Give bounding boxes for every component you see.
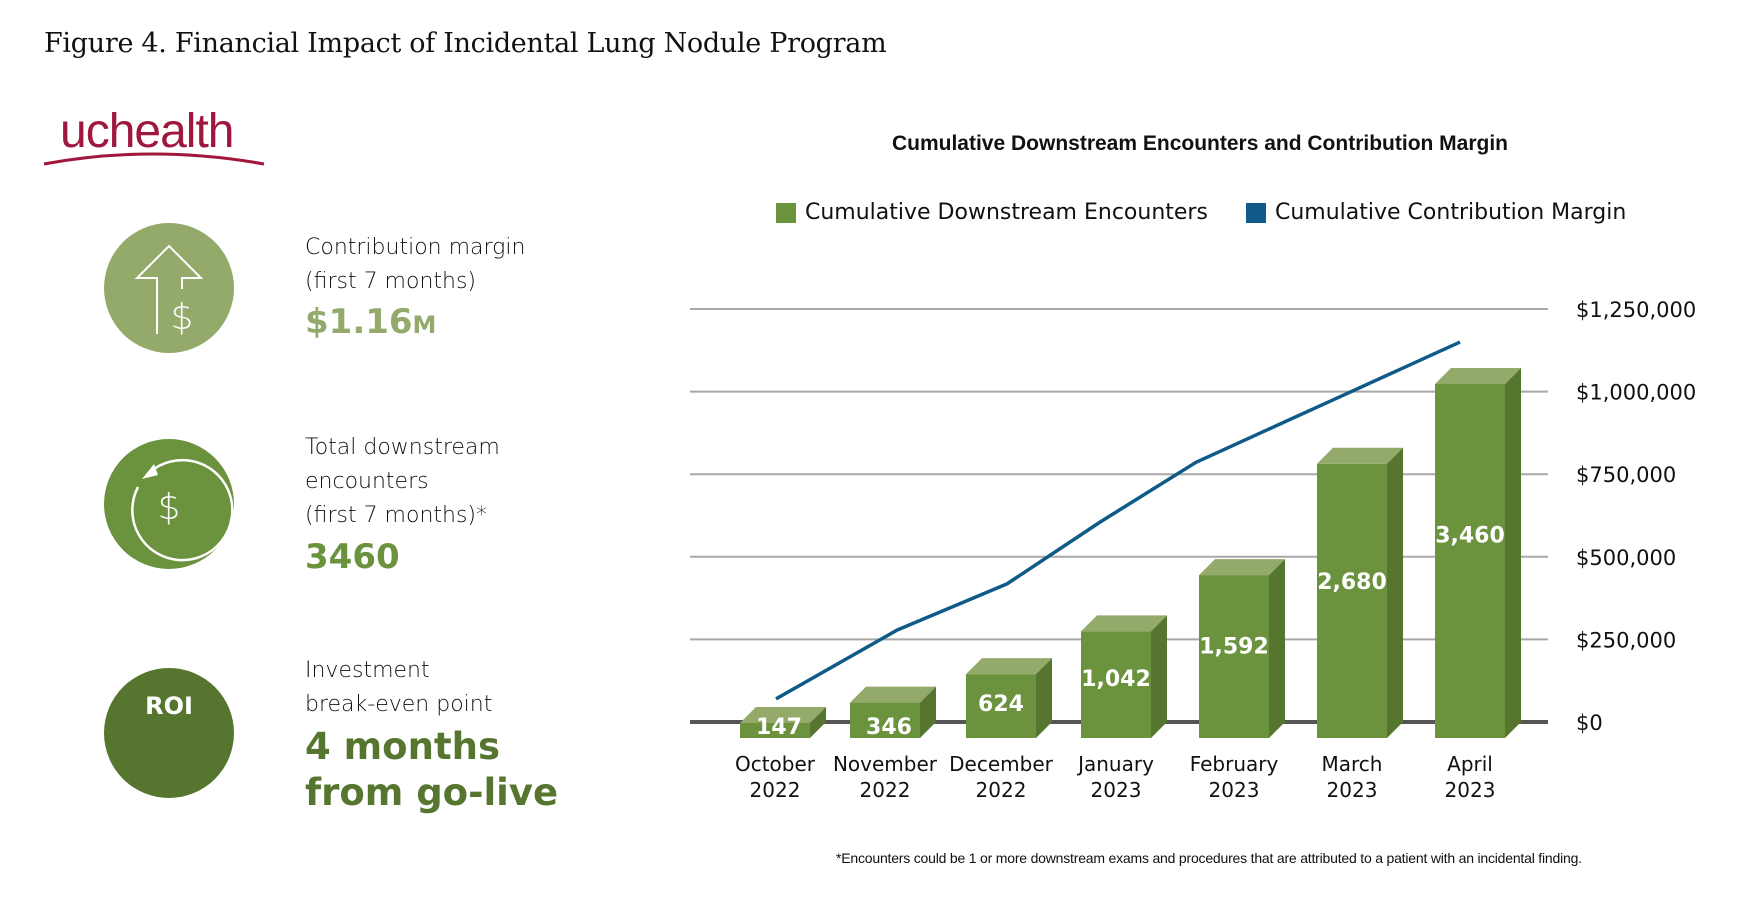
bar-side-face xyxy=(1505,368,1521,738)
x-tick-label-month: March xyxy=(1322,752,1383,776)
arrow-up-dollar-icon: $ xyxy=(104,223,234,353)
bar-value-label: 1,592 xyxy=(1199,635,1269,660)
bar-side-face xyxy=(1387,447,1403,738)
bar-top-face xyxy=(1199,559,1285,576)
bar xyxy=(1199,575,1269,738)
legend-swatch-margin xyxy=(1246,202,1266,223)
x-tick-label-year: 2023 xyxy=(1445,778,1496,802)
bar-value-label: 346 xyxy=(866,715,912,740)
bar-top-face xyxy=(1081,615,1167,632)
x-tick-label-month: December xyxy=(949,752,1053,776)
y-tick-label: $750,000 xyxy=(1576,463,1676,487)
svg-text:$: $ xyxy=(158,487,181,528)
bar-value-label: 1,042 xyxy=(1081,667,1151,692)
bar xyxy=(966,674,1036,738)
bar xyxy=(850,702,920,738)
bar-top-face xyxy=(966,658,1052,675)
bar-value-label: 147 xyxy=(756,715,802,740)
x-tick-label-month: February xyxy=(1190,752,1279,776)
x-tick-label-month: January xyxy=(1076,752,1154,776)
x-tick-label-year: 2022 xyxy=(860,778,911,802)
bar-side-face xyxy=(1036,658,1052,738)
x-tick-label-year: 2023 xyxy=(1209,778,1260,802)
bar-value-label: 624 xyxy=(978,692,1024,717)
circular-arrow-dollar-icon: $ xyxy=(104,439,234,569)
x-tick-label-year: 2023 xyxy=(1091,778,1142,802)
kpi-roi-value: 4 months from go-live xyxy=(305,725,559,814)
x-tick-label-month: April xyxy=(1447,752,1493,776)
kpi-contribution-value: $1.16M xyxy=(305,302,437,342)
y-tick-label: $0 xyxy=(1576,711,1603,735)
roi-badge: ROI xyxy=(104,668,234,798)
chart-title: Cumulative Downstream Encounters and Con… xyxy=(891,132,1509,155)
y-tick-label: $250,000 xyxy=(1576,628,1676,652)
y-tick-label: $1,250,000 xyxy=(1576,298,1696,322)
bar-side-face xyxy=(810,706,826,738)
kpi-encounters-label: Total downstream encounters (first 7 mon… xyxy=(305,435,500,528)
x-tick-label-year: 2022 xyxy=(750,778,801,802)
bar-side-face xyxy=(1151,615,1167,738)
bar xyxy=(740,722,810,738)
bar-top-face xyxy=(1317,447,1403,464)
logo-text: uchealth xyxy=(60,105,234,158)
x-tick-label-year: 2023 xyxy=(1327,778,1378,802)
bar-value-label: 3,460 xyxy=(1435,524,1505,549)
x-tick-label-month: October xyxy=(735,752,816,776)
svg-text:$: $ xyxy=(171,297,194,338)
kpi-contribution-label: Contribution margin (first 7 months) xyxy=(305,235,526,294)
bar-value-label: 2,680 xyxy=(1317,570,1387,595)
bar-top-face xyxy=(1435,368,1521,384)
bar-top-face xyxy=(850,686,936,703)
x-tick-label-month: November xyxy=(833,752,938,776)
legend-item-encounters: Cumulative Downstream Encounters xyxy=(776,200,1208,225)
bar-top-face xyxy=(740,706,826,723)
bar xyxy=(1081,631,1151,738)
bar xyxy=(1317,463,1387,738)
y-tick-label: $1,000,000 xyxy=(1576,381,1696,405)
kpi-roi-label: Investment break-even point xyxy=(305,658,493,717)
figure-title: Figure 4. Financial Impact of Incidental… xyxy=(44,28,887,59)
y-tick-label: $500,000 xyxy=(1576,546,1676,570)
legend-swatch-encounters xyxy=(776,202,796,223)
bar xyxy=(1435,384,1505,738)
roi-badge-text: ROI xyxy=(145,692,193,720)
uchealth-logo: uchealth xyxy=(42,105,267,168)
logo-arc-icon xyxy=(43,152,265,166)
x-tick-label-year: 2022 xyxy=(976,778,1027,802)
kpi-encounters-value: 3460 xyxy=(305,537,400,577)
bar-side-face xyxy=(920,686,936,738)
bar-side-face xyxy=(1269,559,1285,738)
footnote: *Encounters could be 1 or more downstrea… xyxy=(836,850,1582,866)
legend-item-margin: Cumulative Contribution Margin xyxy=(1246,200,1626,225)
